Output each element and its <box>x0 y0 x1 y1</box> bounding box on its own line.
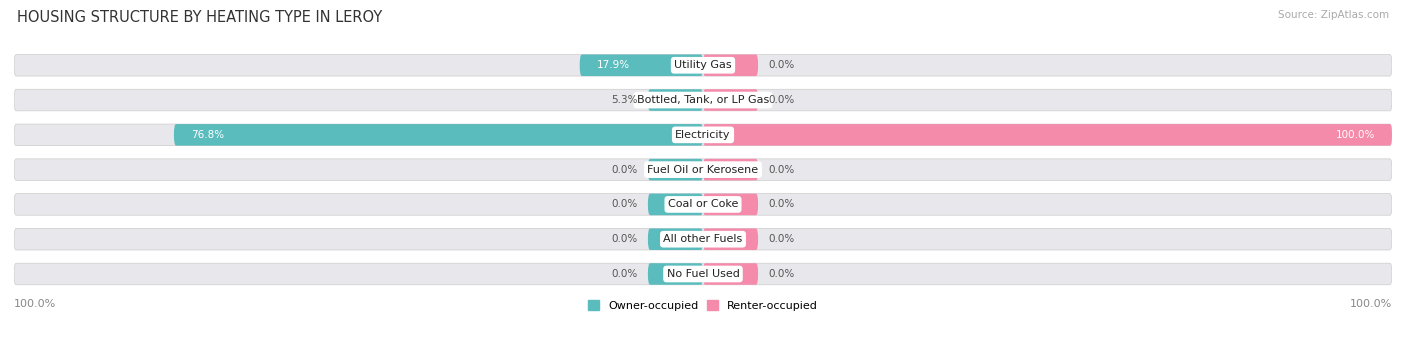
Text: All other Fuels: All other Fuels <box>664 234 742 244</box>
Text: 17.9%: 17.9% <box>598 60 630 70</box>
Legend: Owner-occupied, Renter-occupied: Owner-occupied, Renter-occupied <box>583 296 823 315</box>
FancyBboxPatch shape <box>648 89 703 111</box>
Text: No Fuel Used: No Fuel Used <box>666 269 740 279</box>
FancyBboxPatch shape <box>703 55 758 76</box>
FancyBboxPatch shape <box>579 55 703 76</box>
FancyBboxPatch shape <box>648 159 703 180</box>
FancyBboxPatch shape <box>703 124 1392 146</box>
Text: 0.0%: 0.0% <box>769 165 794 175</box>
FancyBboxPatch shape <box>703 194 758 215</box>
FancyBboxPatch shape <box>703 89 758 111</box>
Text: 0.0%: 0.0% <box>769 95 794 105</box>
FancyBboxPatch shape <box>648 263 703 285</box>
Text: 100.0%: 100.0% <box>1336 130 1375 140</box>
Text: 0.0%: 0.0% <box>769 199 794 209</box>
Text: 100.0%: 100.0% <box>14 299 56 309</box>
Text: 0.0%: 0.0% <box>769 234 794 244</box>
Text: Electricity: Electricity <box>675 130 731 140</box>
FancyBboxPatch shape <box>14 263 1392 285</box>
FancyBboxPatch shape <box>14 124 1392 146</box>
FancyBboxPatch shape <box>703 159 758 180</box>
Text: Fuel Oil or Kerosene: Fuel Oil or Kerosene <box>647 165 759 175</box>
FancyBboxPatch shape <box>174 124 703 146</box>
FancyBboxPatch shape <box>703 263 758 285</box>
Text: Source: ZipAtlas.com: Source: ZipAtlas.com <box>1278 10 1389 20</box>
Text: Coal or Coke: Coal or Coke <box>668 199 738 209</box>
Text: 0.0%: 0.0% <box>612 165 637 175</box>
FancyBboxPatch shape <box>703 228 758 250</box>
FancyBboxPatch shape <box>648 194 703 215</box>
Text: 0.0%: 0.0% <box>612 234 637 244</box>
Text: 0.0%: 0.0% <box>612 199 637 209</box>
Text: Bottled, Tank, or LP Gas: Bottled, Tank, or LP Gas <box>637 95 769 105</box>
Text: 100.0%: 100.0% <box>1350 299 1392 309</box>
Text: 5.3%: 5.3% <box>612 95 637 105</box>
FancyBboxPatch shape <box>14 228 1392 250</box>
FancyBboxPatch shape <box>14 159 1392 180</box>
Text: HOUSING STRUCTURE BY HEATING TYPE IN LEROY: HOUSING STRUCTURE BY HEATING TYPE IN LER… <box>17 10 382 25</box>
FancyBboxPatch shape <box>14 55 1392 76</box>
Text: Utility Gas: Utility Gas <box>675 60 731 70</box>
Text: 0.0%: 0.0% <box>612 269 637 279</box>
Text: 0.0%: 0.0% <box>769 60 794 70</box>
Text: 76.8%: 76.8% <box>191 130 224 140</box>
FancyBboxPatch shape <box>14 89 1392 111</box>
Text: 0.0%: 0.0% <box>769 269 794 279</box>
FancyBboxPatch shape <box>648 228 703 250</box>
FancyBboxPatch shape <box>14 194 1392 215</box>
